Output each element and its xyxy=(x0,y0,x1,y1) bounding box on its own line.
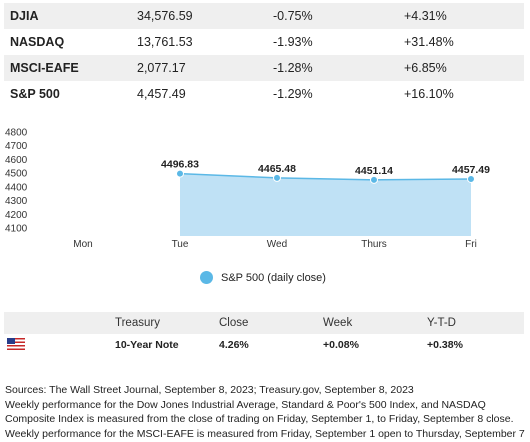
data-label: 4465.48 xyxy=(258,163,296,175)
index-table: DJIA 34,576.59 -0.75% +4.31% NASDAQ 13,7… xyxy=(4,3,524,107)
index-close: 4,457.49 xyxy=(137,87,186,101)
table-row: NASDAQ 13,761.53 -1.93% +31.48% xyxy=(4,29,524,55)
y-tick-label: 4800 xyxy=(5,128,28,139)
sources-note: Sources: The Wall Street Journal, Septem… xyxy=(5,383,530,441)
data-label: 4457.49 xyxy=(452,164,490,176)
series-line xyxy=(179,172,472,181)
sp500-area-chart: 4800 4700 4600 4500 4400 4300 4200 4100 4496.83 4… xyxy=(5,128,490,251)
sources-line: Weekly performance for the Dow Jones Ind… xyxy=(5,398,486,411)
legend-swatch xyxy=(200,271,213,284)
area-fill xyxy=(180,173,471,236)
index-name: MSCI-EAFE xyxy=(4,55,137,81)
index-name: DJIA xyxy=(4,3,137,29)
x-tick-label: Wed xyxy=(267,239,287,250)
data-label: 4451.14 xyxy=(355,165,393,177)
treasury-week: +0.08% xyxy=(323,339,359,351)
data-point xyxy=(370,175,378,184)
treasury-ytd: +0.38% xyxy=(427,339,463,351)
data-point xyxy=(467,174,475,183)
x-tick-label: Tue xyxy=(172,239,189,250)
treasury-close: 4.26% xyxy=(219,339,249,351)
data-label: 4496.83 xyxy=(161,159,199,171)
index-close: 13,761.53 xyxy=(137,35,193,49)
index-close: 2,077.17 xyxy=(137,55,273,81)
sources-line: Weekly performance for the MSCI-EAFE is … xyxy=(5,427,525,440)
y-tick-label: 4600 xyxy=(5,155,28,166)
x-tick-label: Fri xyxy=(465,239,477,250)
us-flag-icon xyxy=(7,337,25,350)
table-row: S&P 500 4,457.49 -1.29% +16.10% xyxy=(4,81,524,107)
treasury-header-row: Treasury Close Week Y-T-D xyxy=(4,312,524,334)
index-ytd: +31.48% xyxy=(404,35,454,49)
index-name: NASDAQ xyxy=(10,35,65,49)
y-tick-label: 4300 xyxy=(5,196,28,207)
index-name: S&P 500 xyxy=(10,87,60,101)
index-week: -1.28% xyxy=(273,55,404,81)
y-tick-label: 4400 xyxy=(5,182,28,193)
sources-line: Composite Index is measured from the clo… xyxy=(5,413,514,425)
index-week: -1.93% xyxy=(273,35,313,49)
x-tick-label: Mon xyxy=(73,239,92,250)
data-point xyxy=(273,173,281,182)
treasury-name: 10-Year Note xyxy=(115,339,179,351)
index-week: -1.29% xyxy=(273,87,313,101)
index-ytd: +6.85% xyxy=(404,55,524,81)
x-tick-label: Thurs xyxy=(361,239,387,250)
treasury-table: Treasury Close Week Y-T-D 10-Year Note 4… xyxy=(4,312,524,356)
index-ytd: +4.31% xyxy=(404,3,524,29)
chart-legend: S&P 500 (daily close) xyxy=(200,271,326,284)
legend-label: S&P 500 (daily close) xyxy=(221,271,326,284)
y-tick-label: 4700 xyxy=(5,141,28,152)
treasury-header-close: Close xyxy=(219,312,323,334)
index-ytd: +16.10% xyxy=(404,87,454,101)
treasury-header-week: Week xyxy=(323,312,427,334)
treasury-header-ytd: Y-T-D xyxy=(427,312,524,334)
table-row: MSCI-EAFE 2,077.17 -1.28% +6.85% xyxy=(4,55,524,81)
index-week: -0.75% xyxy=(273,3,404,29)
table-row: DJIA 34,576.59 -0.75% +4.31% xyxy=(4,3,524,29)
y-tick-label: 4500 xyxy=(5,169,28,180)
y-tick-label: 4100 xyxy=(5,224,28,235)
treasury-header-name: Treasury xyxy=(115,312,219,334)
data-point xyxy=(176,169,184,178)
y-tick-label: 4200 xyxy=(5,210,28,221)
treasury-row: 10-Year Note 4.26% +0.08% +0.38% xyxy=(4,334,524,356)
sources-line: Sources: The Wall Street Journal, Septem… xyxy=(5,384,414,396)
index-close: 34,576.59 xyxy=(137,3,273,29)
